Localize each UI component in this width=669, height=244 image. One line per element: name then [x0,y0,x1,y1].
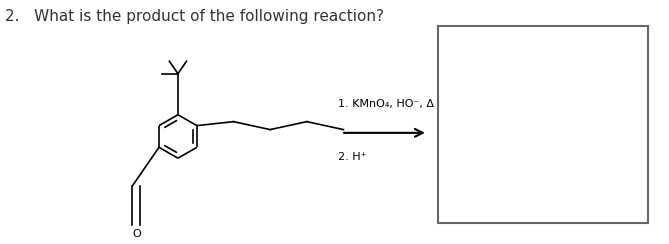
Text: 1. KMnO₄, HO⁻, Δ: 1. KMnO₄, HO⁻, Δ [338,99,434,109]
Text: 2. H⁺: 2. H⁺ [338,152,367,162]
Text: 2.   What is the product of the following reaction?: 2. What is the product of the following … [5,9,384,24]
FancyBboxPatch shape [438,26,648,223]
Text: O: O [132,229,140,239]
